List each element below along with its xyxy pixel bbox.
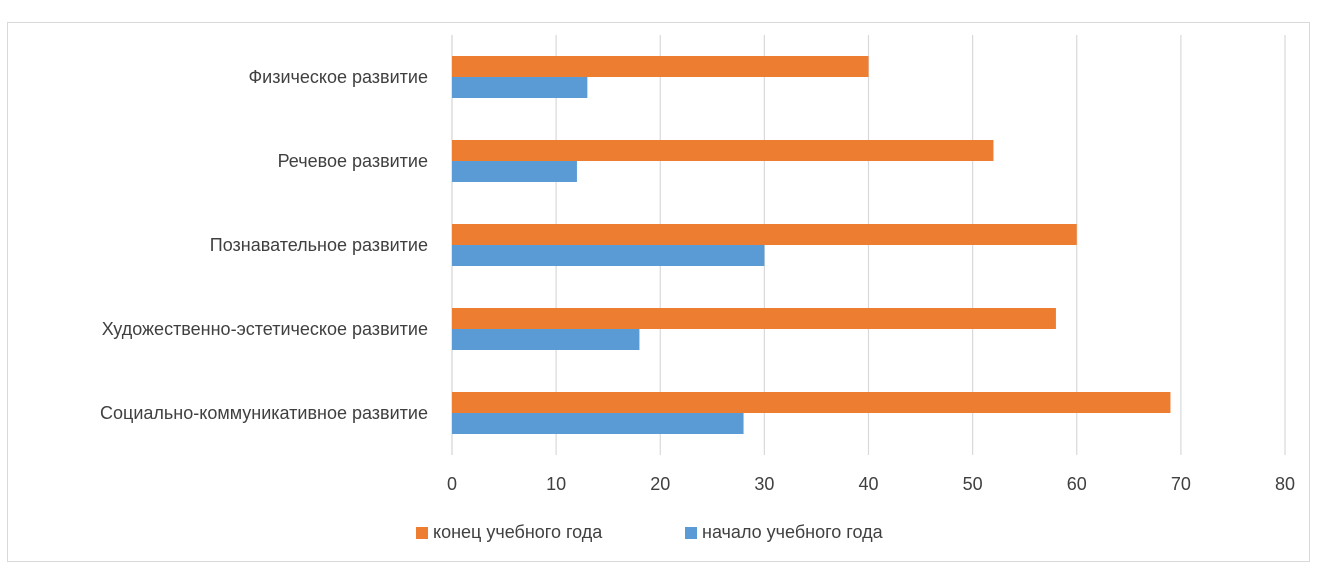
- bar-end-of-year: [452, 224, 1077, 245]
- legend-swatch: [685, 527, 697, 539]
- bar-end-of-year: [452, 56, 869, 77]
- category-labels: Физическое развитие Речевое развитие Позна…: [100, 67, 428, 423]
- bar-end-of-year: [452, 308, 1056, 329]
- bar-end-of-year: [452, 392, 1171, 413]
- bar-start-of-year: [452, 161, 577, 182]
- x-tick-label: 60: [1067, 474, 1087, 494]
- x-tick-label: 20: [650, 474, 670, 494]
- x-tick-label: 50: [963, 474, 983, 494]
- bar-start-of-year: [452, 245, 765, 266]
- bars: [452, 56, 1171, 434]
- category-label: Познавательное развитие: [210, 235, 428, 255]
- x-tick-label: 40: [858, 474, 878, 494]
- legend: конец учебного года начало учебного года: [416, 522, 884, 542]
- x-tick-label: 80: [1275, 474, 1295, 494]
- category-label: Физическое развитие: [248, 67, 428, 87]
- category-label: Речевое развитие: [278, 151, 428, 171]
- bar-end-of-year: [452, 140, 994, 161]
- category-label: Художественно-эстетическое развитие: [102, 319, 428, 339]
- bar-start-of-year: [452, 329, 640, 350]
- x-tick-label: 30: [754, 474, 774, 494]
- bar-start-of-year: [452, 413, 744, 434]
- legend-swatch: [416, 527, 428, 539]
- x-tick-label: 10: [546, 474, 566, 494]
- legend-label: конец учебного года: [433, 522, 603, 542]
- x-tick-label: 0: [447, 474, 457, 494]
- x-tick-label: 70: [1171, 474, 1191, 494]
- category-label: Социально-коммуникативное развитие: [100, 403, 428, 423]
- x-axis-ticks: 0 10 20 30 40 50 60 70 80: [447, 474, 1295, 494]
- bar-start-of-year: [452, 77, 588, 98]
- chart-frame: [7, 22, 1310, 562]
- legend-label: начало учебного года: [702, 522, 884, 542]
